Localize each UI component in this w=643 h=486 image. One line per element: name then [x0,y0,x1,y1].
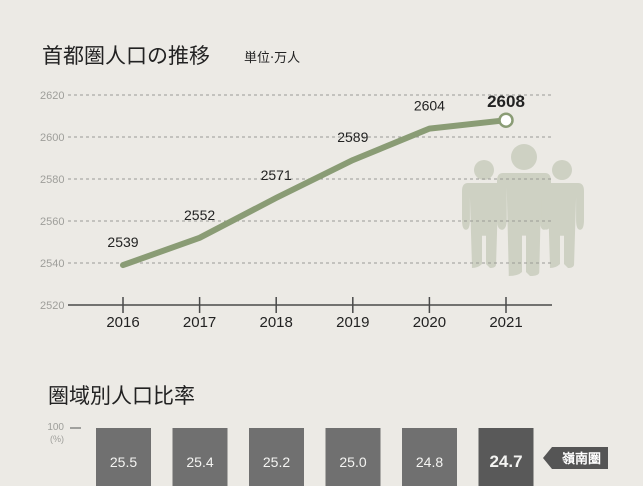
x-tick-label: 2019 [336,314,369,331]
y-tick-label: 2580 [40,174,64,186]
ratio-bar [96,428,151,486]
x-tick-label: 2021 [489,314,522,331]
person-body [497,173,551,276]
people-group-icon [462,144,584,276]
y-tick-label: 2520 [40,300,64,312]
data-label: 2589 [337,129,368,145]
last-point-marker [498,112,514,128]
section-title: 圏域別人口比率 [48,384,195,408]
ratio-bar [172,428,228,486]
person-head [552,160,572,180]
bar-value-label: 25.0 [339,454,366,470]
x-tick-label: 2018 [260,314,293,331]
page-title: 首都圏人口の推移 [42,44,210,68]
ratio-bar [402,428,457,486]
person-body [462,183,506,268]
x-tick-label: 2017 [183,314,216,331]
data-label: 2571 [261,167,292,183]
data-label: 2604 [414,98,445,114]
ratio-bar [478,428,534,486]
unit-label: 単位·万人 [244,51,301,66]
person-head [474,160,494,180]
person-head [511,144,537,170]
bar-value-label: 25.5 [110,454,137,470]
bar-value-label: 24.8 [416,454,443,470]
y-tick-label: 2600 [40,132,64,144]
bar-value-label: 25.2 [263,454,290,470]
ratio-bars: 100(%) 25.5 25.4 25.2 25.0 24.8 24.7 嶺南圏 [47,422,608,486]
grid-lines: 2520 2540 2560 2580 2600 2620 2016 2017 2018 2019… [40,90,552,331]
y-tick-label: 2560 [40,216,64,228]
bar-y-unit: (%) [50,434,64,444]
data-label: 2608 [487,92,525,111]
ratio-bar [249,428,304,486]
population-line [120,117,509,269]
line-series: 2539 2552 2571 2589 2604 2608 [107,92,525,269]
data-label: 2552 [184,207,215,223]
bar-value-label: 25.4 [186,454,213,470]
bar-y-tick-label: 100 [47,422,64,433]
bar-value-label: 24.7 [489,452,522,471]
ratio-bar [325,428,381,486]
data-label: 2539 [107,234,138,250]
series-tag-label: 嶺南圏 [561,451,601,466]
x-tick-label: 2020 [413,314,446,331]
x-tick-label: 2016 [106,314,139,331]
series-tag-shape [543,447,608,469]
y-tick-label: 2540 [40,258,64,270]
y-tick-label: 2620 [40,90,64,102]
